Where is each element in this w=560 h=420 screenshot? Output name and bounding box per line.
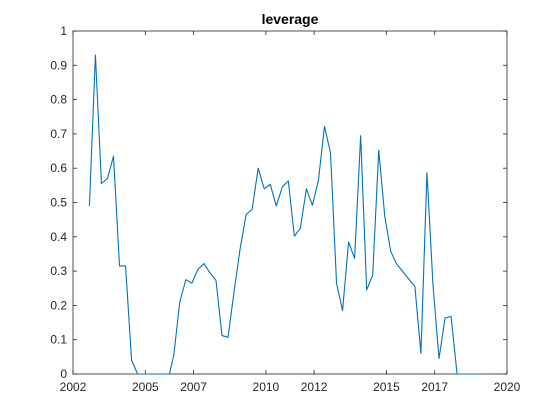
x-tick-label: 2002 bbox=[60, 380, 87, 394]
y-tick-label: 0.8 bbox=[50, 93, 67, 107]
plot-area: 0 0.1 0.2 0.3 0.4 0.5 0.6 0.7 0.8 0.9 1 2002 2005 200… bbox=[50, 24, 520, 394]
y-tick-label: 0 bbox=[60, 367, 67, 381]
y-tick-label: 0.4 bbox=[50, 230, 67, 244]
x-tick-label: 2005 bbox=[132, 380, 159, 394]
y-tick-label: 0.5 bbox=[50, 196, 67, 210]
x-tick-label: 2012 bbox=[301, 380, 328, 394]
x-tick-label: 2017 bbox=[421, 380, 448, 394]
y-tick-label: 0.9 bbox=[50, 58, 67, 72]
plot-box bbox=[73, 31, 507, 374]
x-tick-label: 2007 bbox=[180, 380, 207, 394]
y-tick-label: 0.6 bbox=[50, 161, 67, 175]
y-tick-label: 0.1 bbox=[50, 333, 67, 347]
y-tick-label: 0.2 bbox=[50, 298, 67, 312]
chart-title: leverage bbox=[262, 11, 319, 27]
x-tick-label: 2010 bbox=[253, 380, 280, 394]
x-tick-label: 2020 bbox=[494, 380, 521, 394]
y-tick-label: 0.3 bbox=[50, 264, 67, 278]
y-tick-label: 0.7 bbox=[50, 127, 67, 141]
x-tick-label: 2015 bbox=[373, 380, 400, 394]
y-tick-label: 1 bbox=[60, 24, 67, 38]
